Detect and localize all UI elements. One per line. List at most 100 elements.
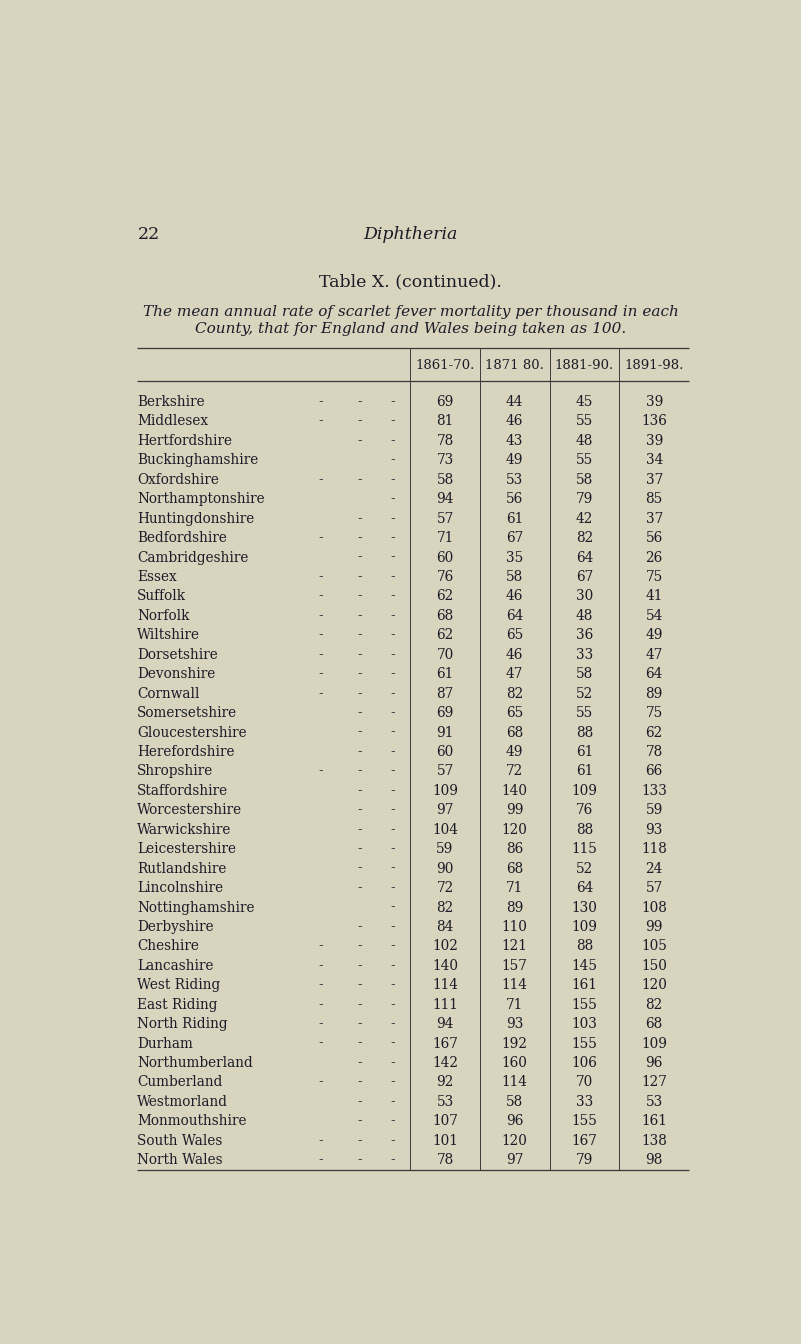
Text: 88: 88 <box>576 823 593 837</box>
Text: 90: 90 <box>437 862 453 876</box>
Text: -: - <box>319 939 324 953</box>
Text: 140: 140 <box>501 784 528 798</box>
Text: Staffordshire: Staffordshire <box>137 784 228 798</box>
Text: 59: 59 <box>437 843 453 856</box>
Text: 22: 22 <box>137 226 159 243</box>
Text: North Riding: North Riding <box>137 1017 228 1031</box>
Text: -: - <box>319 648 324 661</box>
Text: -: - <box>391 667 396 681</box>
Text: 120: 120 <box>501 1134 528 1148</box>
Text: -: - <box>357 1017 362 1031</box>
Text: 49: 49 <box>646 628 663 642</box>
Text: -: - <box>357 1036 362 1051</box>
Text: 114: 114 <box>501 1075 528 1090</box>
Text: -: - <box>319 609 324 622</box>
Text: North Wales: North Wales <box>137 1153 223 1167</box>
Text: 111: 111 <box>432 997 458 1012</box>
Text: 145: 145 <box>571 958 598 973</box>
Text: 61: 61 <box>576 765 593 778</box>
Text: 54: 54 <box>646 609 663 622</box>
Text: -: - <box>319 570 324 585</box>
Text: -: - <box>319 1036 324 1051</box>
Text: 61: 61 <box>576 745 593 759</box>
Text: -: - <box>391 978 396 992</box>
Text: 57: 57 <box>646 882 663 895</box>
Text: 65: 65 <box>506 628 523 642</box>
Text: 1871 80.: 1871 80. <box>485 359 544 372</box>
Text: 33: 33 <box>576 1095 593 1109</box>
Text: East Riding: East Riding <box>137 997 218 1012</box>
Text: -: - <box>357 590 362 603</box>
Text: 106: 106 <box>572 1056 598 1070</box>
Text: 57: 57 <box>437 765 453 778</box>
Text: 68: 68 <box>646 1017 663 1031</box>
Text: -: - <box>319 473 324 487</box>
Text: 98: 98 <box>646 1153 663 1167</box>
Text: 65: 65 <box>506 706 523 720</box>
Text: -: - <box>391 958 396 973</box>
Text: 52: 52 <box>576 687 593 700</box>
Text: 101: 101 <box>432 1134 458 1148</box>
Text: 67: 67 <box>576 570 593 585</box>
Text: -: - <box>391 862 396 876</box>
Text: 46: 46 <box>506 414 523 429</box>
Text: Berkshire: Berkshire <box>137 395 205 409</box>
Text: 92: 92 <box>437 1075 453 1090</box>
Text: 75: 75 <box>646 706 663 720</box>
Text: 161: 161 <box>572 978 598 992</box>
Text: 58: 58 <box>437 473 453 487</box>
Text: 109: 109 <box>642 1036 667 1051</box>
Text: -: - <box>319 1153 324 1167</box>
Text: -: - <box>319 531 324 546</box>
Text: 161: 161 <box>642 1114 667 1129</box>
Text: -: - <box>391 453 396 468</box>
Text: 42: 42 <box>576 512 594 526</box>
Text: 85: 85 <box>646 492 663 507</box>
Text: -: - <box>357 706 362 720</box>
Text: 35: 35 <box>506 551 523 564</box>
Text: -: - <box>391 1114 396 1129</box>
Text: -: - <box>391 414 396 429</box>
Text: Middlesex: Middlesex <box>137 414 208 429</box>
Text: -: - <box>357 997 362 1012</box>
Text: 76: 76 <box>576 804 593 817</box>
Text: 79: 79 <box>576 1153 594 1167</box>
Text: -: - <box>319 687 324 700</box>
Text: Diphtheria: Diphtheria <box>364 226 458 243</box>
Text: 167: 167 <box>432 1036 458 1051</box>
Text: -: - <box>391 882 396 895</box>
Text: 76: 76 <box>437 570 453 585</box>
Text: 120: 120 <box>501 823 528 837</box>
Text: 160: 160 <box>501 1056 528 1070</box>
Text: -: - <box>357 687 362 700</box>
Text: 94: 94 <box>437 1017 453 1031</box>
Text: 71: 71 <box>506 882 523 895</box>
Text: Norfolk: Norfolk <box>137 609 190 622</box>
Text: 99: 99 <box>646 919 663 934</box>
Text: Shropshire: Shropshire <box>137 765 214 778</box>
Text: 109: 109 <box>432 784 458 798</box>
Text: 59: 59 <box>646 804 663 817</box>
Text: -: - <box>357 1134 362 1148</box>
Text: 55: 55 <box>576 414 593 429</box>
Text: Cornwall: Cornwall <box>137 687 199 700</box>
Text: 62: 62 <box>437 628 453 642</box>
Text: 1891-98.: 1891-98. <box>625 359 684 372</box>
Text: 107: 107 <box>432 1114 458 1129</box>
Text: Somersetshire: Somersetshire <box>137 706 237 720</box>
Text: 138: 138 <box>642 1134 667 1148</box>
Text: -: - <box>391 1153 396 1167</box>
Text: 58: 58 <box>506 1095 523 1109</box>
Text: 57: 57 <box>437 512 453 526</box>
Text: 1861-70.: 1861-70. <box>415 359 475 372</box>
Text: 46: 46 <box>506 590 523 603</box>
Text: -: - <box>391 784 396 798</box>
Text: Buckinghamshire: Buckinghamshire <box>137 453 259 468</box>
Text: -: - <box>357 765 362 778</box>
Text: -: - <box>391 434 396 448</box>
Text: 41: 41 <box>646 590 663 603</box>
Text: 47: 47 <box>646 648 663 661</box>
Text: 64: 64 <box>576 882 594 895</box>
Text: 150: 150 <box>642 958 667 973</box>
Text: 84: 84 <box>437 919 453 934</box>
